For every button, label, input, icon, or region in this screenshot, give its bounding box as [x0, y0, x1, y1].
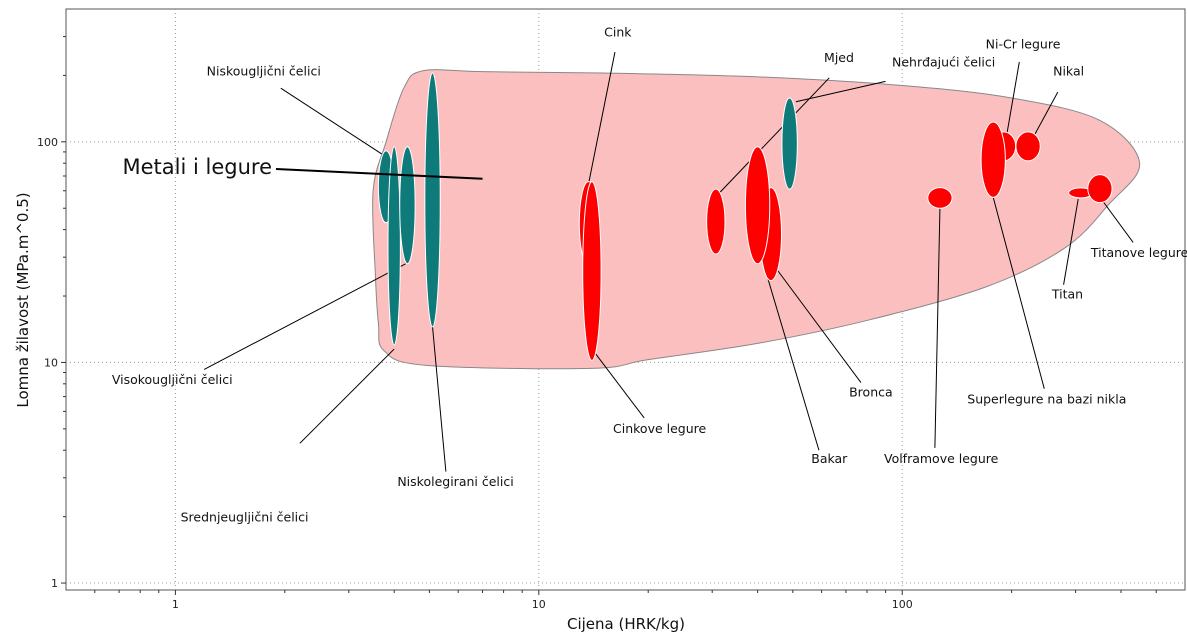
x-axis-title: Cijena (HRK/kg) [567, 615, 685, 633]
leader-nikal [1031, 91, 1059, 140]
leader-niskougljicni-celici [280, 87, 383, 155]
leader-niskolegirani-celici [432, 326, 447, 472]
bubble-niskolegirani-celici [424, 72, 441, 328]
axis-ticks: 1 10 100 1 10 100 [37, 36, 1157, 611]
bubble-volframove-legure [927, 187, 953, 209]
label-nehrdajuci-celici: Nehrđajući čelici [892, 54, 995, 69]
label-cink: Cink [604, 25, 632, 40]
y-axis-title: Lomna žilavost (MPa.m^0.5) [14, 192, 32, 407]
material-labels: Metali i legure Niskougljični čelici Visok… [112, 25, 1187, 525]
envelope-label-leader [275, 168, 483, 180]
label-mjed: Mjed [824, 50, 854, 65]
x-tick-label: 1 [172, 598, 179, 611]
label-cinkove-legure: Cinkove legure [613, 421, 707, 436]
label-bronca: Bronca [849, 385, 893, 400]
leader-superlegure-na-bazi-nikla [992, 197, 1045, 389]
x-tick-label: 100 [892, 598, 913, 611]
leader-visokougljicni-celici [203, 263, 406, 370]
leader-volframove-legure [934, 208, 941, 448]
bubble-nikal [1015, 131, 1041, 162]
label-visokougljicni-celici: Visokougljični čelici [112, 372, 233, 387]
y-tick-label: 10 [44, 356, 58, 369]
bubble-nehrdajuci-celici [781, 97, 798, 190]
material-bubbles [377, 72, 1113, 362]
leader-nehrdajuci-celici [795, 80, 886, 103]
bubble-cinkove-legure [582, 181, 602, 362]
y-tick-label: 100 [37, 136, 58, 149]
leader-mjed [718, 77, 830, 195]
leader-bronca [777, 270, 862, 383]
envelope-label: Metali i legure [123, 155, 272, 179]
label-titanove-legure: Titanove legure [1090, 245, 1187, 260]
label-titan: Titan [1051, 286, 1083, 301]
leader-srednjeugljicni-celici [299, 348, 395, 444]
label-srednjeugljicni-celici: Srednjeugljični čelici [181, 510, 309, 525]
label-niskolegirani-celici: Niskolegirani čelici [397, 474, 513, 489]
leader-bakar [761, 257, 820, 451]
bubble-superlegure-na-bazi-nikla [980, 121, 1006, 198]
label-bakar: Bakar [811, 451, 848, 466]
leader-ni-cr-legure [1006, 61, 1020, 135]
leader-lines [203, 52, 1134, 472]
label-volframove-legure: Volframove legure [884, 451, 999, 466]
leader-cink [585, 52, 616, 196]
leader-titanove-legure [1102, 200, 1134, 243]
bubble-bakar [744, 146, 771, 265]
bubble-titanove-legure [1087, 174, 1113, 204]
leader-titan [1063, 199, 1079, 285]
y-tick-label: 1 [51, 577, 58, 590]
label-nikal: Nikal [1053, 63, 1084, 78]
bubble-visokougljicni-celici [387, 146, 401, 346]
leader-cinkove-legure [594, 353, 645, 419]
label-ni-cr-legure: Ni-Cr legure [986, 36, 1061, 51]
bubble-mjed [706, 188, 726, 255]
x-tick-label: 10 [532, 598, 546, 611]
label-niskougljicni-celici: Niskougljični čelici [207, 63, 321, 78]
bubble-srednjeugljicni-celici [399, 146, 416, 265]
label-superlegure-na-bazi-nikla: Superlegure na bazi nikla [967, 392, 1126, 407]
